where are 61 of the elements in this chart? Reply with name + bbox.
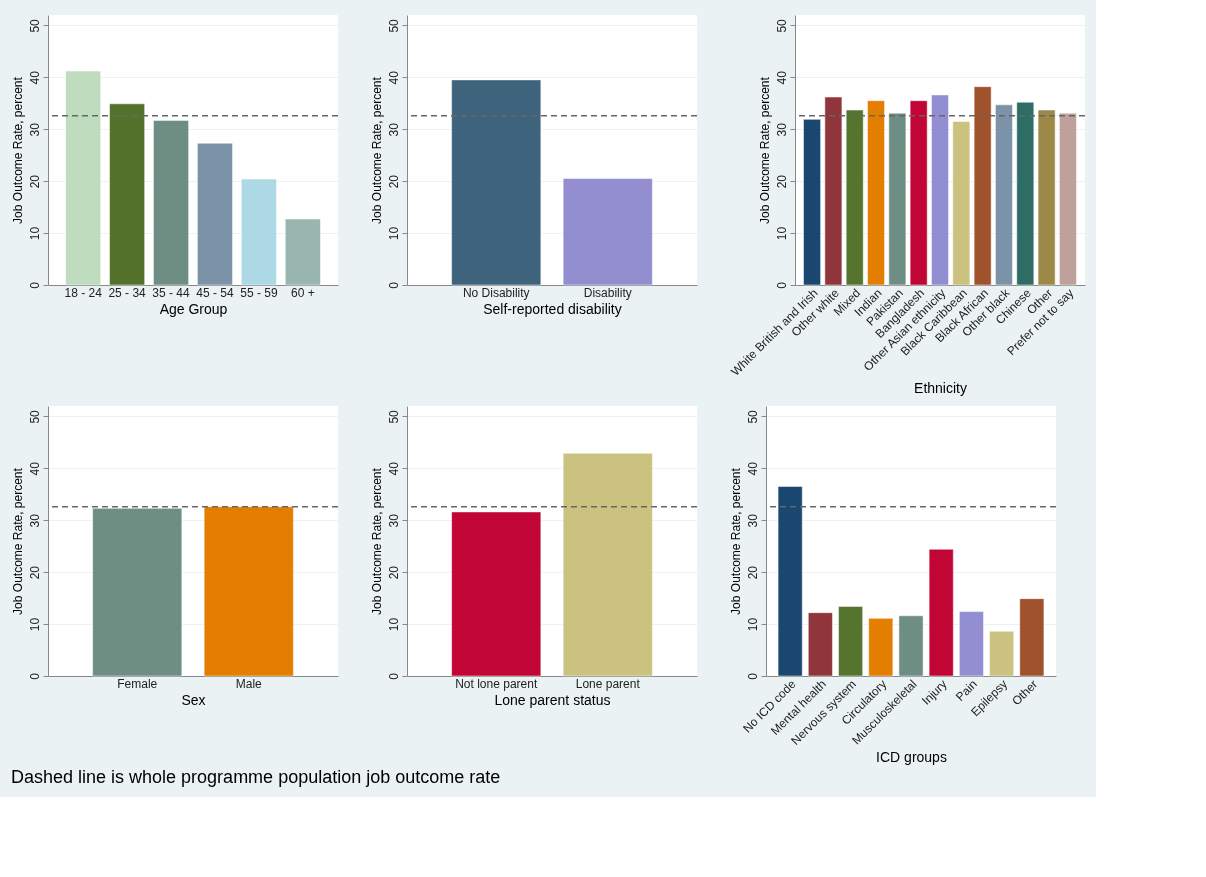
text: Dashed line is whole programme population job outcome rate <box>11 766 501 787</box>
x-tick-label: Male <box>235 676 263 691</box>
x-axis-title: Ethnicity <box>914 379 967 396</box>
y-tick-label: 50 <box>386 409 401 424</box>
x-axis-title: Self-reported disability <box>483 300 622 317</box>
y-tick-label: 40 <box>774 70 789 85</box>
y-axis-title: Job Outcome Rate, percent <box>10 467 25 615</box>
x-tick-label: 45 - 54 <box>196 285 234 300</box>
y-tick-label: 50 <box>386 18 401 33</box>
y-tick-label: 20 <box>386 565 401 580</box>
y-tick-label: 30 <box>27 513 42 528</box>
x-axis-title: Age Group <box>159 300 228 317</box>
y-tick-label: 10 <box>386 617 401 632</box>
x-tick-label: Lone parent <box>575 676 641 691</box>
y-tick-label: 30 <box>27 122 42 137</box>
x-tick-label: Female <box>117 676 158 691</box>
y-tick-label: 20 <box>27 174 42 189</box>
x-axis-title: Lone parent status <box>494 691 611 708</box>
y-tick-label: 10 <box>27 617 42 632</box>
y-tick-label: 20 <box>386 174 401 189</box>
y-tick-label: 30 <box>386 513 401 528</box>
y-axis-title: Job Outcome Rate, percent <box>10 76 25 224</box>
y-tick-label: 10 <box>745 617 760 632</box>
y-tick-label: 0 <box>386 672 401 680</box>
y-tick-label: 50 <box>27 18 42 33</box>
x-tick-label: Disability <box>583 285 632 300</box>
y-tick-label: 0 <box>27 281 42 289</box>
y-tick-label: 40 <box>27 461 42 476</box>
y-tick-label: 30 <box>774 122 789 137</box>
y-tick-label: 50 <box>745 409 760 424</box>
y-tick-label: 0 <box>386 281 401 289</box>
y-axis-title: Job Outcome Rate, percent <box>757 76 772 224</box>
y-tick-label: 50 <box>27 409 42 424</box>
y-tick-label: 0 <box>774 281 789 289</box>
x-tick-label: 60 + <box>291 285 315 300</box>
y-axis-title: Job Outcome Rate, percent <box>369 467 384 615</box>
y-tick-label: 50 <box>774 18 789 33</box>
y-tick-label: 20 <box>27 565 42 580</box>
x-tick-label: 25 - 34 <box>108 285 147 300</box>
y-axis-title: Job Outcome Rate, percent <box>369 76 384 224</box>
y-tick-label: 10 <box>386 226 401 241</box>
y-tick-label: 20 <box>745 565 760 580</box>
x-tick-label: 55 - 59 <box>240 285 278 300</box>
x-tick-label: No Disability <box>462 285 530 300</box>
y-tick-label: 0 <box>745 672 760 680</box>
y-tick-label: 30 <box>745 513 760 528</box>
y-tick-label: 10 <box>774 226 789 241</box>
y-tick-label: 30 <box>386 122 401 137</box>
y-tick-label: 10 <box>27 226 42 241</box>
x-tick-label: 18 - 24 <box>64 285 103 300</box>
y-tick-label: 0 <box>27 672 42 680</box>
y-tick-label: 40 <box>386 461 401 476</box>
x-tick-label: 35 - 44 <box>152 285 191 300</box>
y-tick-label: 20 <box>774 174 789 189</box>
y-tick-label: 40 <box>27 70 42 85</box>
x-axis-title: Sex <box>181 691 206 708</box>
y-tick-label: 40 <box>745 461 760 476</box>
y-axis-title: Job Outcome Rate, percent <box>728 467 743 615</box>
y-tick-label: 40 <box>386 70 401 85</box>
x-tick-label: Not lone parent <box>455 676 538 691</box>
x-axis-title: ICD groups <box>876 749 947 766</box>
